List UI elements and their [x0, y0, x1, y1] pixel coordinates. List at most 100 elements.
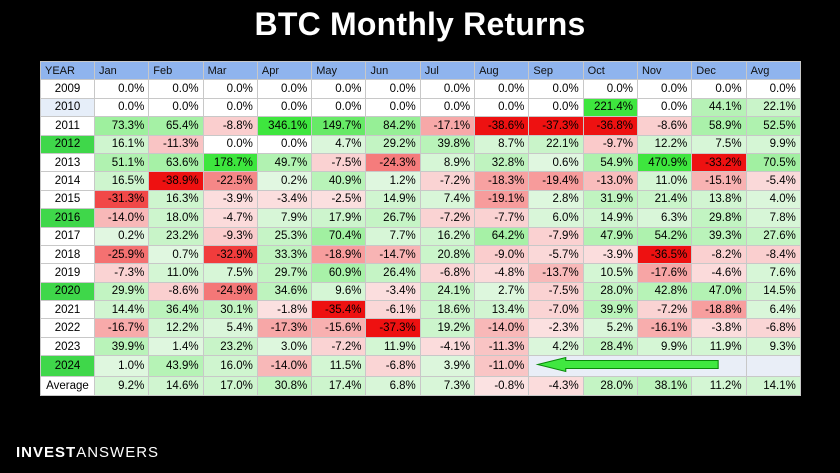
value-cell: 0.0% — [636, 97, 693, 118]
table-row: 2021 14.4% 36.4% 30.1% -1.8% -35.4% -6.1% 18.6%… — [40, 300, 801, 320]
value-cell: 28.0% — [582, 281, 638, 302]
value-cell: 54.9% — [582, 152, 638, 173]
value-cell: 18.6% — [419, 300, 476, 320]
value-cell: -15.1% — [691, 171, 747, 191]
value-cell: 0.0% — [202, 134, 258, 154]
table-row: 2012 16.1% -11.3% 0.0% 0.0% 4.7% 29.2% 39.8% 8.7… — [40, 134, 801, 154]
value-cell: 7.3% — [419, 376, 476, 396]
value-cell: -11.3% — [148, 134, 204, 154]
value-cell: 0.0% — [202, 97, 258, 118]
value-cell: -25.9% — [93, 244, 150, 265]
value-cell: 28.4% — [582, 336, 638, 357]
value-cell: -37.3% — [365, 318, 421, 338]
value-cell: 84.2% — [365, 116, 421, 136]
col-header-sep: Sep — [528, 60, 584, 81]
value-cell: -14.7% — [365, 244, 421, 265]
value-cell: -18.9% — [311, 244, 367, 265]
value-cell: 0.0% — [256, 97, 313, 118]
value-cell: -24.9% — [202, 281, 258, 302]
value-cell: -18.8% — [691, 300, 747, 320]
value-cell: 0.0% — [148, 79, 204, 99]
value-cell: -32.9% — [202, 244, 258, 265]
col-header-aug: Aug — [474, 60, 530, 81]
value-cell: -11.3% — [474, 336, 530, 357]
year-cell: 2011 — [40, 116, 95, 136]
table-row: 2010 0.0% 0.0% 0.0% 0.0% 0.0% 0.0% 0.0% 0.0% 0.0%… — [40, 97, 801, 118]
value-cell: 0.0% — [474, 79, 530, 99]
value-cell: 39.8% — [419, 134, 476, 154]
value-cell: 21.4% — [636, 189, 693, 210]
value-cell: -17.3% — [256, 318, 313, 338]
value-cell: 1.2% — [365, 171, 421, 191]
value-cell: 63.6% — [148, 152, 204, 173]
table-row: 2023 39.9% 1.4% 23.2% 3.0% -7.2% 11.9% -4.1% -11… — [40, 336, 801, 357]
value-cell: 65.4% — [148, 116, 204, 136]
col-header-year: YEAR — [40, 60, 95, 81]
value-cell: 11.2% — [691, 376, 747, 396]
brand-light: ANSWERS — [76, 444, 160, 461]
value-cell: -9.7% — [582, 134, 638, 154]
value-cell: 4.7% — [311, 134, 367, 154]
value-cell: -31.3% — [93, 189, 150, 210]
value-cell: 0.0% — [691, 79, 747, 99]
value-cell: 0.0% — [93, 79, 150, 99]
value-cell: 7.5% — [691, 134, 747, 154]
value-cell: 22.1% — [528, 134, 584, 154]
value-cell: 4.0% — [745, 189, 801, 210]
table-row: 2016 -14.0% 18.0% -4.7% 7.9% 17.9% 26.7% -7.2% -… — [40, 208, 801, 228]
col-header-may: May — [311, 60, 367, 81]
value-cell: 0.0% — [148, 97, 204, 118]
value-cell: 7.7% — [365, 226, 421, 246]
value-cell: 17.4% — [311, 376, 367, 396]
value-cell: 7.9% — [256, 208, 313, 228]
value-cell: 470.9% — [636, 152, 693, 173]
value-cell: 16.0% — [202, 355, 258, 378]
value-cell: 28.0% — [582, 376, 638, 396]
value-cell: 12.2% — [636, 134, 693, 154]
table-row: 2024 1.0% 43.9% 16.0% -14.0% 11.5% -6.8% 3.9% -1… — [40, 355, 801, 378]
value-cell: -38.9% — [148, 171, 204, 191]
value-cell: -35.4% — [311, 300, 367, 320]
value-cell: 26.7% — [365, 208, 421, 228]
value-cell: 0.0% — [202, 79, 258, 99]
value-cell: 29.8% — [691, 208, 747, 228]
value-cell: 13.8% — [691, 189, 747, 210]
value-cell: 149.7% — [311, 116, 367, 136]
value-cell: 33.3% — [256, 244, 313, 265]
value-cell: 11.5% — [311, 355, 367, 378]
value-cell: 0.0% — [528, 79, 584, 99]
value-cell: 32.8% — [474, 152, 530, 173]
value-cell: 39.9% — [582, 300, 638, 320]
table-row: 2015 -31.3% 16.3% -3.9% -3.4% -2.5% 14.9% 7.4% -… — [40, 189, 801, 210]
value-cell: 8.9% — [419, 152, 476, 173]
value-cell: -6.8% — [745, 318, 801, 338]
brand-logo: INVESTANSWERS — [16, 444, 159, 461]
value-cell: -37.3% — [528, 116, 584, 136]
value-cell: 0.6% — [528, 152, 584, 173]
value-cell: 221.4% — [582, 97, 638, 118]
year-cell: 2019 — [40, 263, 95, 283]
value-cell: -16.7% — [93, 318, 150, 338]
value-cell: -15.6% — [311, 318, 367, 338]
value-cell: -4.8% — [474, 263, 530, 283]
value-cell: -6.8% — [419, 263, 476, 283]
value-cell: 2.8% — [528, 189, 584, 210]
value-cell: -6.8% — [365, 355, 421, 378]
value-cell: -8.6% — [636, 116, 693, 136]
value-cell: 52.5% — [745, 116, 801, 136]
value-cell: 346.1% — [256, 116, 313, 136]
empty-cell — [745, 355, 801, 378]
value-cell: -11.0% — [474, 355, 530, 378]
value-cell: 26.4% — [365, 263, 421, 283]
value-cell: 6.4% — [745, 300, 801, 320]
value-cell: -7.9% — [528, 226, 584, 246]
value-cell: 9.9% — [636, 336, 693, 357]
value-cell: 6.0% — [528, 208, 584, 228]
value-cell: 16.5% — [93, 171, 150, 191]
value-cell: 7.4% — [419, 189, 476, 210]
value-cell: 31.9% — [582, 189, 638, 210]
year-cell: 2020 — [40, 281, 95, 302]
value-cell: -7.0% — [528, 300, 584, 320]
value-cell: -36.5% — [636, 244, 693, 265]
value-cell: 40.9% — [311, 171, 367, 191]
